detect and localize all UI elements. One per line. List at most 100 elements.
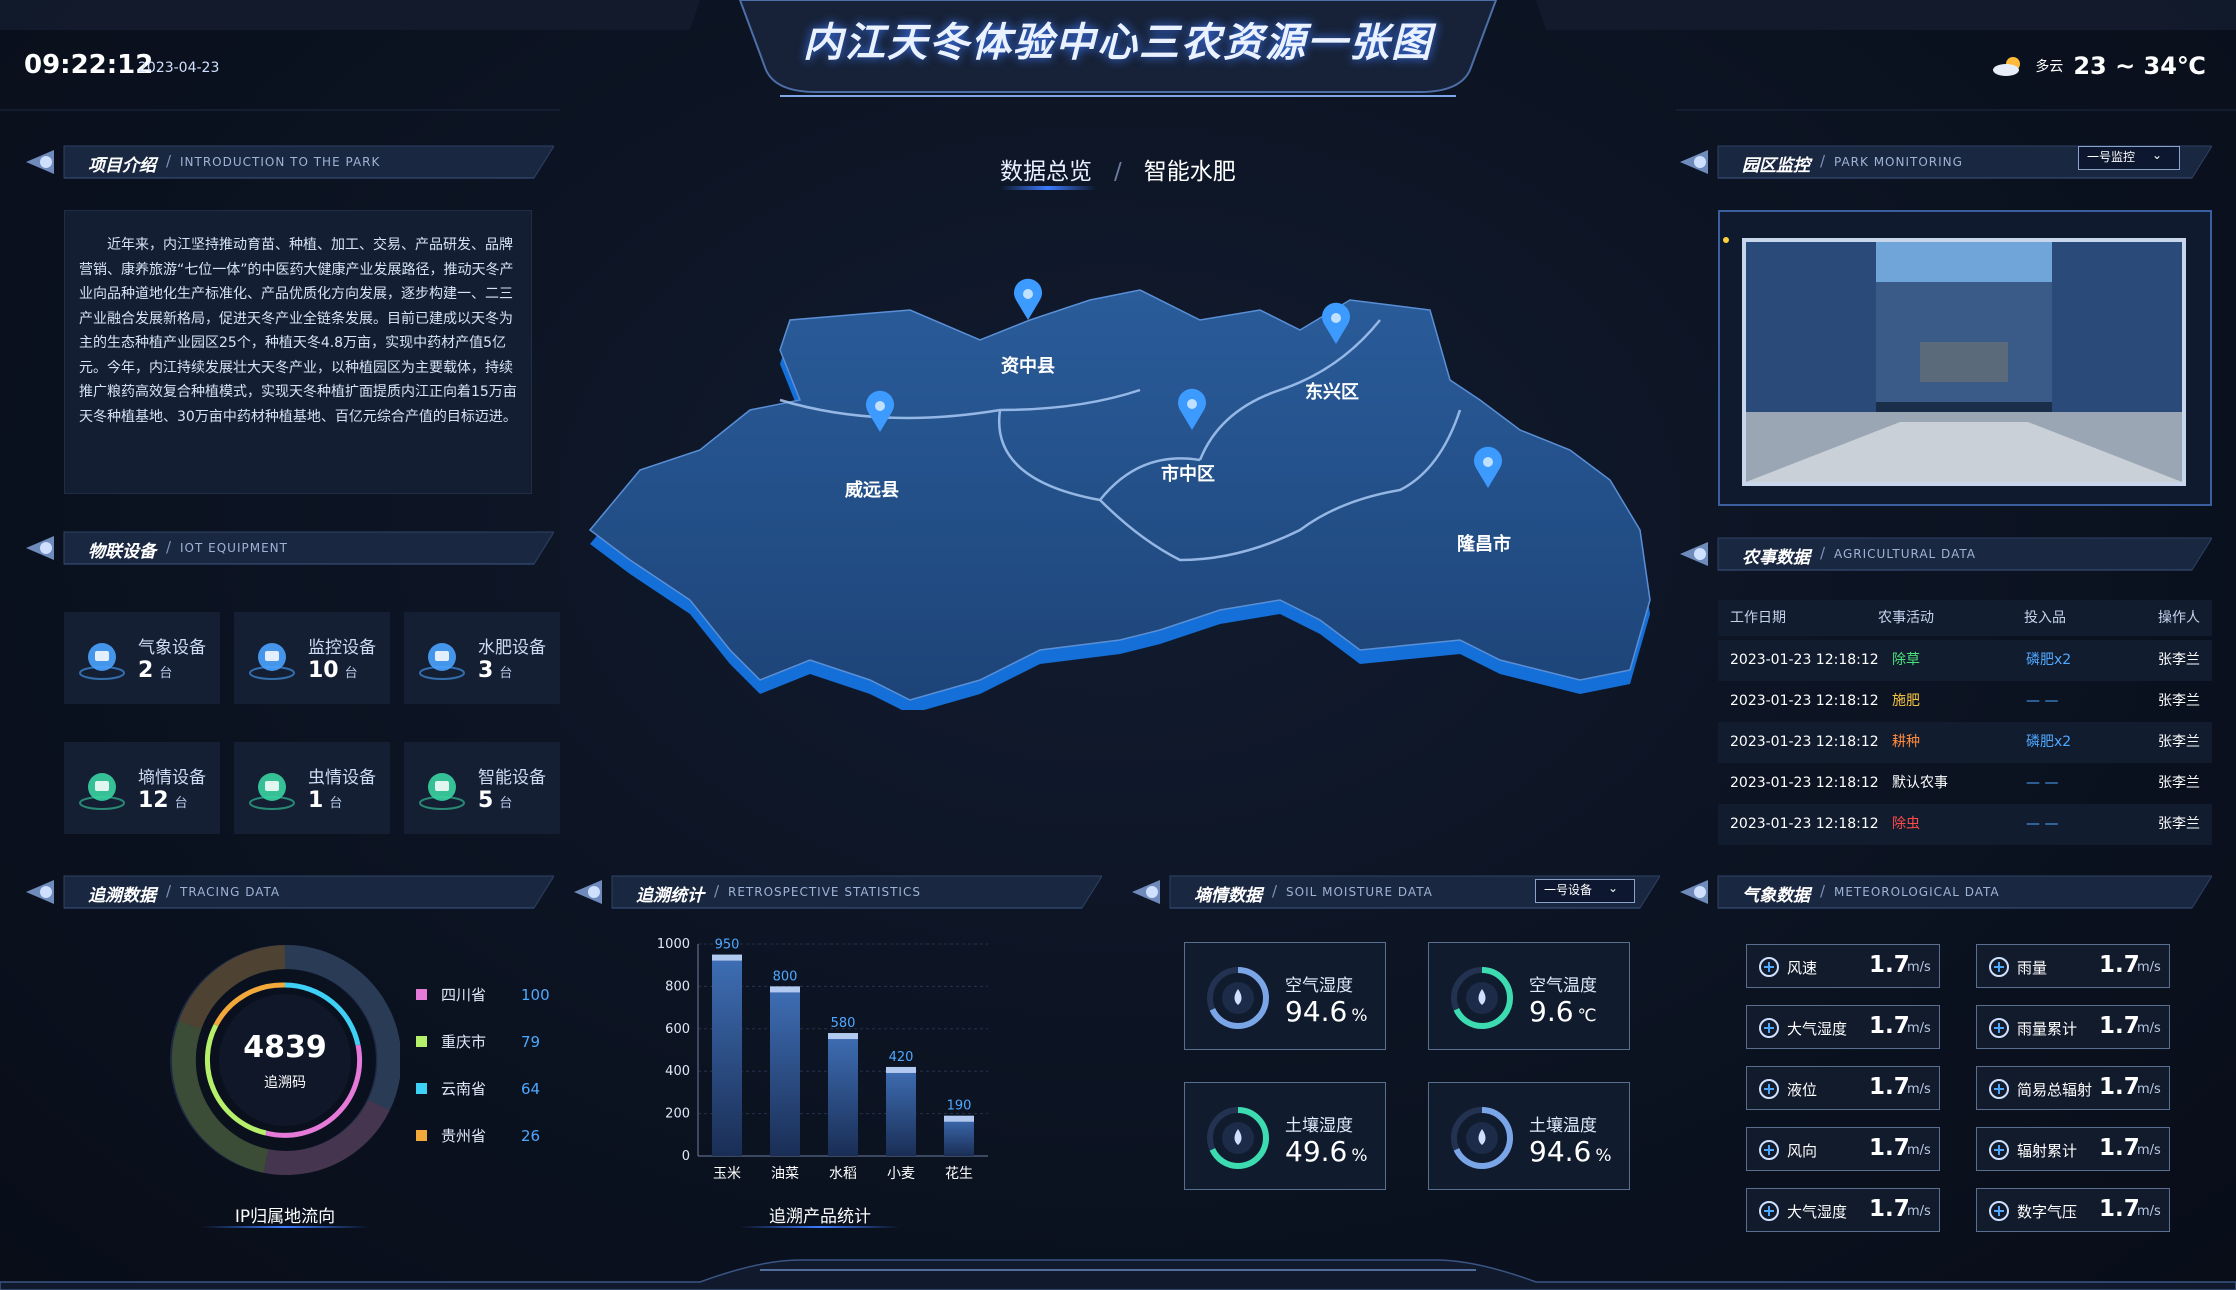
soil-value-row: 94.6% bbox=[1285, 995, 1368, 1028]
map-pin-icon[interactable] bbox=[1014, 278, 1042, 320]
bar-value-label: 580 bbox=[831, 1016, 856, 1031]
map-region-label[interactable]: 东兴区 bbox=[1305, 381, 1359, 403]
tracing-total-label: 追溯码 bbox=[264, 1075, 306, 1091]
map-region-label[interactable]: 威远县 bbox=[845, 479, 899, 501]
soil-select-dropdown[interactable]: 一号设备 bbox=[1535, 879, 1635, 903]
meteo-value: 1.7 bbox=[1869, 1074, 1910, 1100]
meteo-card[interactable]: 简易总辐射 1.7 m/s bbox=[1976, 1066, 2170, 1110]
bar-cap bbox=[828, 1033, 858, 1040]
y-tick-label: 1000 bbox=[657, 937, 690, 952]
legend-swatch bbox=[416, 1130, 427, 1141]
soil-card[interactable]: 空气温度 9.6 ℃ bbox=[1428, 942, 1630, 1050]
row-operator: 张李兰 bbox=[2158, 775, 2200, 791]
inner-ring-blue bbox=[284, 982, 361, 1046]
bar[interactable] bbox=[712, 954, 742, 1156]
x-tick-label: 花生 bbox=[945, 1166, 973, 1182]
gauge-ring-icon bbox=[1207, 1107, 1269, 1169]
map-region-label[interactable]: 资中县 bbox=[1001, 355, 1055, 377]
slash-divider: / bbox=[1272, 882, 1278, 900]
chevron-down-icon: ⌄ bbox=[2152, 148, 2163, 162]
bar[interactable] bbox=[828, 1033, 858, 1156]
soil-unit: % bbox=[1595, 1146, 1612, 1166]
monitor-select-dropdown[interactable]: 一号监控 bbox=[2078, 146, 2180, 170]
x-tick-label: 小麦 bbox=[887, 1166, 915, 1182]
table-row[interactable]: 2023-01-23 12:18:12 施肥 — — 张李兰 bbox=[1718, 681, 2212, 722]
meteo-card[interactable]: 风向 1.7 m/s bbox=[1746, 1127, 1940, 1171]
bar[interactable] bbox=[944, 1115, 974, 1156]
map-pin-icon[interactable] bbox=[866, 390, 894, 432]
iot-value: 12 bbox=[138, 788, 169, 813]
iot-card[interactable]: 虫情设备 1 台 bbox=[234, 742, 390, 834]
clock-date: 2023-04-23 bbox=[138, 60, 220, 76]
agri-table-header: 工作日期 农事活动 投入品 操作人 bbox=[1718, 600, 2212, 636]
gauge-ring-icon bbox=[1451, 967, 1513, 1029]
table-row[interactable]: 2023-01-23 12:18:12 除草 磷肥x2 张李兰 bbox=[1718, 640, 2212, 681]
map-region-label[interactable]: 市中区 bbox=[1161, 463, 1215, 485]
soil-label: 空气湿度 bbox=[1285, 976, 1353, 996]
soil-card[interactable]: 土壤温度 94.6% bbox=[1428, 1082, 1630, 1190]
tracing-panel-title: 追溯数据 bbox=[88, 886, 156, 906]
soil-card[interactable]: 土壤湿度 49.6% bbox=[1184, 1082, 1386, 1190]
meteo-value: 1.7 bbox=[1869, 1135, 1910, 1161]
row-activity: 默认农事 bbox=[1892, 775, 1948, 791]
weather-text: 多云 bbox=[2035, 59, 2064, 75]
table-row[interactable]: 2023-01-23 12:18:12 默认农事 — — 张李兰 bbox=[1718, 763, 2212, 804]
row-date: 2023-01-23 12:18:12 bbox=[1730, 734, 1879, 750]
row-input: — — bbox=[2026, 775, 2059, 791]
wind-speed-icon bbox=[1759, 957, 1779, 977]
legend-item: 云南省 64 bbox=[416, 1078, 540, 1099]
iot-card[interactable]: 智能设备 5 台 bbox=[404, 742, 560, 834]
iot-card[interactable]: 监控设备 10 台 bbox=[234, 612, 390, 704]
meteo-card[interactable]: 雨量 1.7 m/s bbox=[1976, 944, 2170, 988]
meteo-card[interactable]: 液位 1.7 m/s bbox=[1746, 1066, 1940, 1110]
pressure-icon bbox=[1989, 1201, 2009, 1221]
map-pin-icon[interactable] bbox=[1178, 388, 1206, 430]
meteo-card[interactable]: 雨量累计 1.7 m/s bbox=[1976, 1005, 2170, 1049]
intro-panel-header: 项目介绍 INTRODUCTION TO THE PARK / bbox=[24, 142, 554, 182]
soil-label: 土壤湿度 bbox=[1285, 1116, 1353, 1136]
map-pin-icon[interactable] bbox=[1322, 302, 1350, 344]
iot-text: 智能设备 5 台 bbox=[478, 763, 546, 813]
water-level-icon bbox=[1759, 1079, 1779, 1099]
camera-feed[interactable] bbox=[1718, 210, 2212, 506]
table-row[interactable]: 2023-01-23 12:18:12 除虫 — — 张李兰 bbox=[1718, 804, 2212, 845]
row-operator: 张李兰 bbox=[2158, 816, 2200, 832]
x-tick-label: 水稻 bbox=[829, 1166, 857, 1182]
soil-panel-title: 墒情数据 bbox=[1194, 886, 1262, 906]
meteo-value: 1.7 bbox=[1869, 952, 1910, 978]
row-activity: 施肥 bbox=[1892, 693, 1920, 709]
map-pin-icon[interactable] bbox=[1474, 446, 1502, 488]
soil-card[interactable]: 空气湿度 94.6% bbox=[1184, 942, 1386, 1050]
soil-value-row: 94.6% bbox=[1529, 1135, 1612, 1168]
tab-smart-irrigation[interactable]: 智能水肥 bbox=[1143, 159, 1236, 185]
row-activity: 除虫 bbox=[1892, 816, 1920, 832]
meteo-card[interactable]: 风速 1.7 m/s bbox=[1746, 944, 1940, 988]
meteo-card[interactable]: 大气湿度 1.7 m/s bbox=[1746, 1188, 1940, 1232]
intro-panel-title: 项目介绍 bbox=[88, 156, 156, 176]
bar[interactable] bbox=[886, 1066, 916, 1156]
iot-unit: 台 bbox=[499, 796, 513, 811]
map-region-label[interactable]: 隆昌市 bbox=[1457, 533, 1511, 555]
iot-card[interactable]: 墒情设备 12 台 bbox=[64, 742, 220, 834]
iot-card[interactable]: 水肥设备 3 台 bbox=[404, 612, 560, 704]
donut-segment-yunnan bbox=[171, 1020, 269, 1173]
radiation-accum-icon bbox=[1989, 1140, 2009, 1160]
temperature-range: 23 ~ 34℃ bbox=[2073, 52, 2206, 80]
table-row[interactable]: 2023-01-23 12:18:12 耕种 磷肥x2 张李兰 bbox=[1718, 722, 2212, 763]
meteo-label: 数字气压 bbox=[2017, 1203, 2078, 1221]
legend-swatch bbox=[416, 1036, 427, 1047]
soil-unit: % bbox=[1351, 1146, 1368, 1166]
stats-panel-title: 追溯统计 bbox=[636, 886, 704, 906]
iot-card[interactable]: 气象设备 2 台 bbox=[64, 612, 220, 704]
legend-name: 四川省 bbox=[441, 986, 487, 1004]
tab-overview[interactable]: 数据总览 bbox=[1000, 159, 1092, 185]
meteo-card[interactable]: 大气湿度 1.7 m/s bbox=[1746, 1005, 1940, 1049]
meteo-card[interactable]: 辐射累计 1.7 m/s bbox=[1976, 1127, 2170, 1171]
bar[interactable] bbox=[770, 986, 800, 1156]
soil-label: 空气温度 bbox=[1529, 976, 1597, 996]
meteo-card[interactable]: 数字气压 1.7 m/s bbox=[1976, 1188, 2170, 1232]
row-activity: 除草 bbox=[1892, 652, 1920, 668]
